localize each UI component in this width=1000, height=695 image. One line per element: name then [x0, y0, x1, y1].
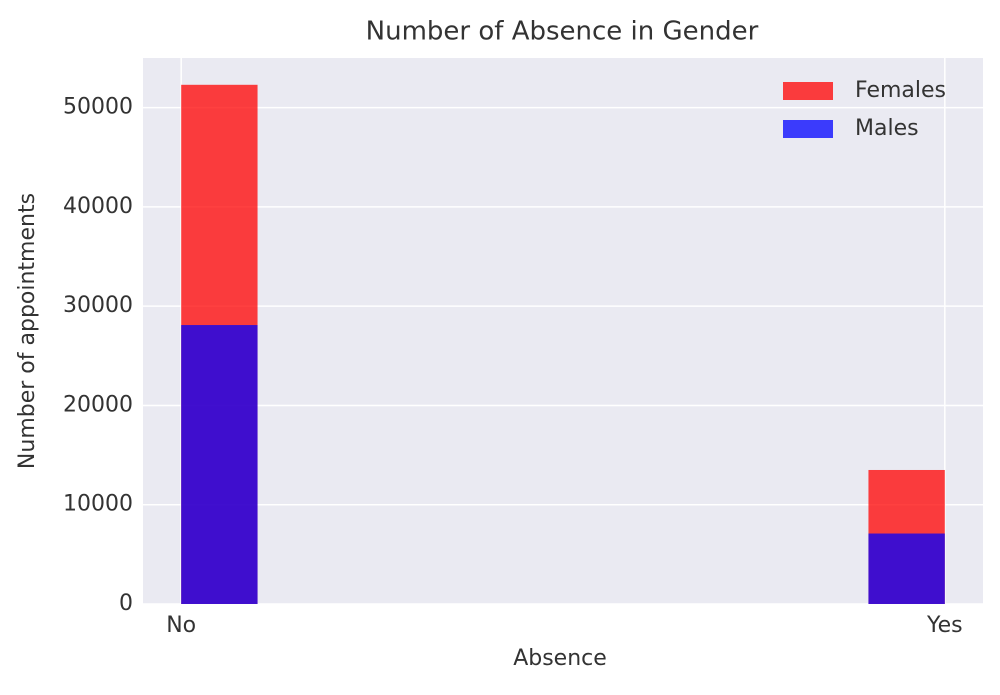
legend-label: Females — [855, 78, 946, 103]
y-tick-label: 20000 — [63, 392, 133, 417]
legend-label: Males — [855, 116, 919, 141]
bar — [181, 325, 258, 604]
legend-swatch — [783, 120, 833, 138]
x-tick-label: Yes — [926, 613, 963, 638]
y-tick-label: 10000 — [63, 492, 133, 517]
y-tick-label: 40000 — [63, 194, 133, 219]
x-tick-label: No — [166, 613, 196, 638]
y-tick-label: 0 — [119, 591, 133, 616]
y-axis-label: Number of appointments — [15, 193, 40, 469]
legend-swatch — [783, 82, 833, 100]
chart-title: Number of Absence in Gender — [366, 17, 759, 47]
x-axis-label: Absence — [513, 646, 607, 671]
bar — [868, 533, 945, 604]
y-tick-label: 30000 — [63, 293, 133, 318]
plot-area — [143, 58, 983, 604]
y-tick-label: 50000 — [63, 95, 133, 120]
